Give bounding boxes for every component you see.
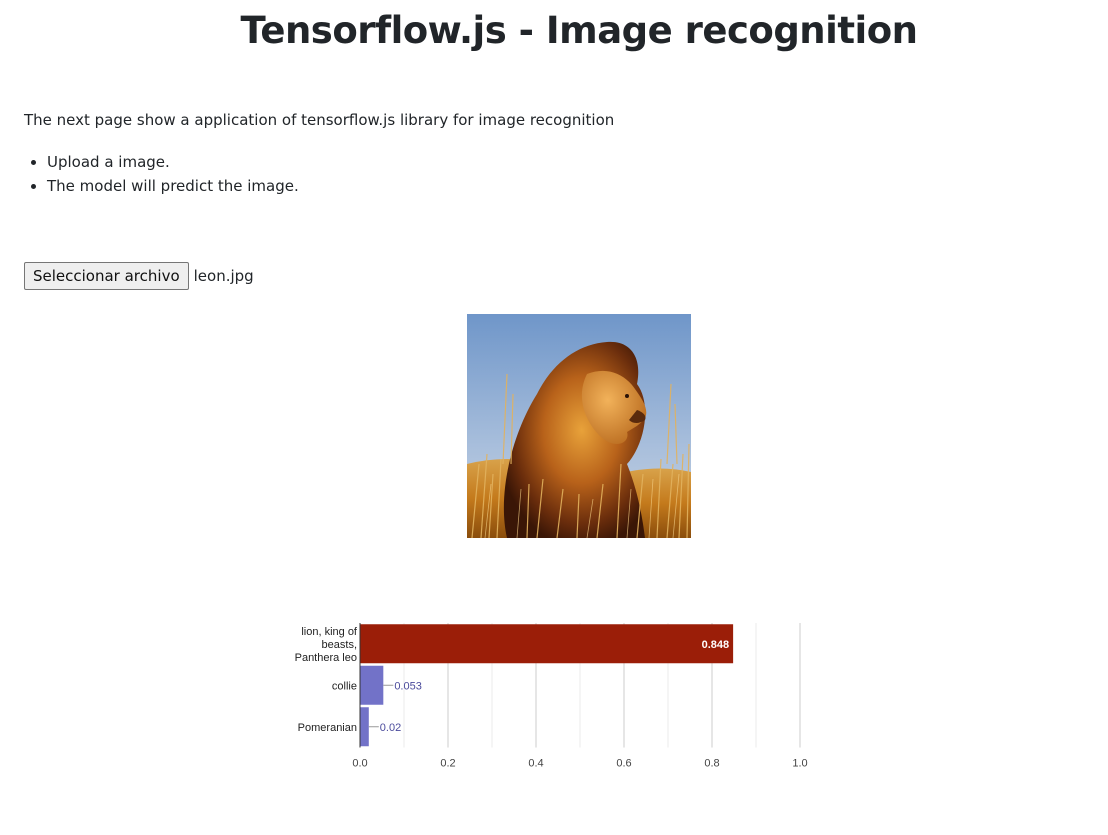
data-label: 0.848 bbox=[702, 639, 730, 651]
uploaded-image-preview bbox=[467, 314, 691, 538]
page-title: Tensorflow.js - Image recognition bbox=[240, 9, 918, 52]
bar bbox=[360, 624, 734, 664]
x-tick-label: 0.2 bbox=[440, 758, 455, 770]
intro-text: The next page show a application of tens… bbox=[24, 111, 615, 129]
list-item: Upload a image. bbox=[47, 150, 299, 174]
choose-file-button[interactable]: Seleccionar archivo bbox=[24, 262, 189, 290]
steps-list: Upload a image. The model will predict t… bbox=[24, 150, 299, 198]
category-label: collie bbox=[332, 680, 357, 692]
category-label: Panthera leo bbox=[295, 652, 357, 664]
prediction-bar-chart: 0.0 0.2 0.4 0.6 0.8 1.0 lion, king ofbeasts,Pa… bbox=[295, 623, 808, 770]
list-item: The model will predict the image. bbox=[47, 174, 299, 198]
file-input[interactable]: Seleccionar archivo leon.jpg bbox=[24, 262, 254, 290]
x-tick-label: 1.0 bbox=[792, 758, 807, 770]
selected-file-name: leon.jpg bbox=[193, 267, 254, 285]
category-label: lion, king of bbox=[301, 626, 358, 638]
category-label: Pomeranian bbox=[298, 722, 357, 734]
prediction-chart: 0.0 0.2 0.4 0.6 0.8 1.0 lion, king of beasts, Pa… bbox=[260, 615, 820, 784]
bar bbox=[360, 665, 384, 705]
data-label: 0.02 bbox=[380, 722, 401, 734]
x-tick-label: 0.4 bbox=[528, 758, 543, 770]
x-tick-label: 0.0 bbox=[352, 758, 367, 770]
data-label: 0.053 bbox=[394, 680, 422, 692]
x-tick-label: 0.6 bbox=[616, 758, 631, 770]
x-tick-label: 0.8 bbox=[704, 758, 719, 770]
category-label: beasts, bbox=[322, 639, 357, 651]
bar bbox=[360, 707, 369, 747]
lion-image bbox=[467, 314, 691, 538]
